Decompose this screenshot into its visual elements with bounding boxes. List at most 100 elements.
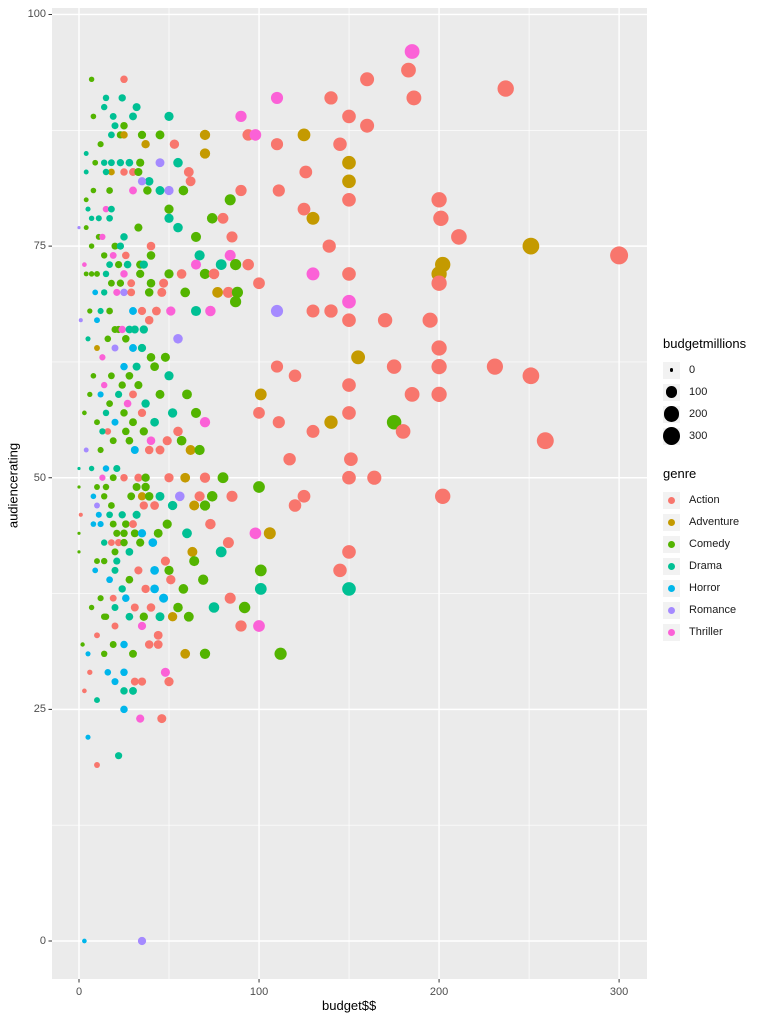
data-point: [106, 261, 113, 268]
data-point: [130, 446, 139, 454]
data-point: [139, 427, 148, 436]
data-point: [431, 340, 447, 356]
data-point: [342, 378, 356, 392]
data-point: [306, 211, 320, 225]
size-legend-key: [663, 361, 680, 379]
data-point: [94, 317, 100, 324]
data-point: [212, 287, 223, 298]
data-point: [342, 545, 356, 559]
data-point: [351, 350, 366, 365]
data-point: [137, 621, 147, 631]
data-point: [297, 489, 311, 503]
data-point: [150, 566, 159, 575]
data-point: [141, 482, 150, 492]
data-point: [109, 437, 117, 445]
data-point: [113, 288, 121, 296]
data-point: [99, 354, 106, 361]
data-point: [153, 528, 163, 538]
data-point: [173, 426, 183, 437]
data-point: [129, 186, 137, 195]
size-legend-item: 200: [663, 403, 768, 425]
data-point: [167, 408, 178, 418]
data-point: [137, 936, 147, 946]
data-point: [78, 512, 83, 517]
data-point: [120, 75, 128, 84]
y-axis-title: audiencerating: [5, 442, 21, 529]
data-point: [116, 242, 125, 250]
data-point: [111, 603, 119, 612]
data-point: [167, 612, 178, 622]
data-point: [189, 500, 200, 511]
data-point: [342, 174, 356, 189]
x-tick-label: 100: [249, 986, 269, 998]
data-point: [107, 372, 115, 380]
data-point: [115, 752, 123, 760]
data-point: [153, 640, 163, 649]
data-point: [173, 222, 183, 233]
data-point: [222, 537, 234, 549]
data-point: [134, 473, 143, 482]
data-point: [431, 386, 447, 403]
data-point: [120, 362, 128, 371]
data-point: [253, 407, 265, 419]
data-point: [90, 187, 97, 194]
data-point: [111, 344, 119, 352]
data-point: [83, 271, 89, 277]
data-point: [324, 91, 338, 105]
data-point: [194, 444, 205, 456]
genre-legend: genre Action Adventure Comedy Drama Horror Ro…: [663, 466, 768, 643]
data-point: [182, 528, 192, 539]
genre-legend-item: Adventure: [663, 511, 768, 533]
data-point: [404, 44, 420, 59]
data-point: [94, 558, 100, 565]
data-point: [435, 488, 451, 504]
data-point: [125, 158, 134, 167]
data-point: [137, 408, 147, 418]
data-point: [324, 304, 338, 318]
data-point: [94, 270, 100, 277]
data-point: [189, 556, 200, 567]
data-point: [92, 289, 99, 296]
data-point: [217, 472, 229, 484]
data-point: [141, 473, 150, 482]
data-point: [101, 252, 108, 259]
data-point: [120, 705, 128, 714]
data-point: [137, 177, 147, 186]
data-point: [88, 215, 95, 222]
data-point: [164, 111, 174, 122]
data-point: [94, 419, 100, 426]
genre-legend-label: Thriller: [689, 626, 723, 638]
data-point: [120, 168, 128, 176]
data-point: [129, 390, 137, 399]
x-axis-title: budget$$: [322, 998, 377, 1013]
data-point: [199, 268, 211, 280]
data-point: [90, 521, 97, 527]
data-point: [115, 261, 123, 269]
data-point: [129, 686, 137, 695]
data-point: [101, 557, 108, 565]
data-point: [82, 688, 87, 694]
data-point: [132, 362, 141, 371]
data-point: [120, 409, 128, 417]
data-point: [99, 474, 106, 481]
data-point: [164, 185, 174, 196]
data-point: [101, 381, 108, 389]
data-point: [148, 538, 158, 547]
size-legend-dot-icon: [663, 427, 680, 445]
data-point: [157, 287, 167, 297]
data-point: [88, 243, 95, 249]
data-point: [120, 121, 128, 130]
genre-legend-item: Comedy: [663, 533, 768, 555]
data-point: [190, 407, 202, 418]
y-tick-label: 75: [33, 240, 46, 253]
data-point: [136, 538, 145, 547]
data-point: [127, 288, 136, 297]
data-point: [120, 640, 128, 649]
data-point: [111, 678, 119, 686]
data-point: [176, 435, 187, 446]
data-point: [230, 296, 242, 308]
data-point: [134, 566, 143, 575]
data-point: [132, 482, 141, 492]
data-point: [144, 640, 154, 649]
